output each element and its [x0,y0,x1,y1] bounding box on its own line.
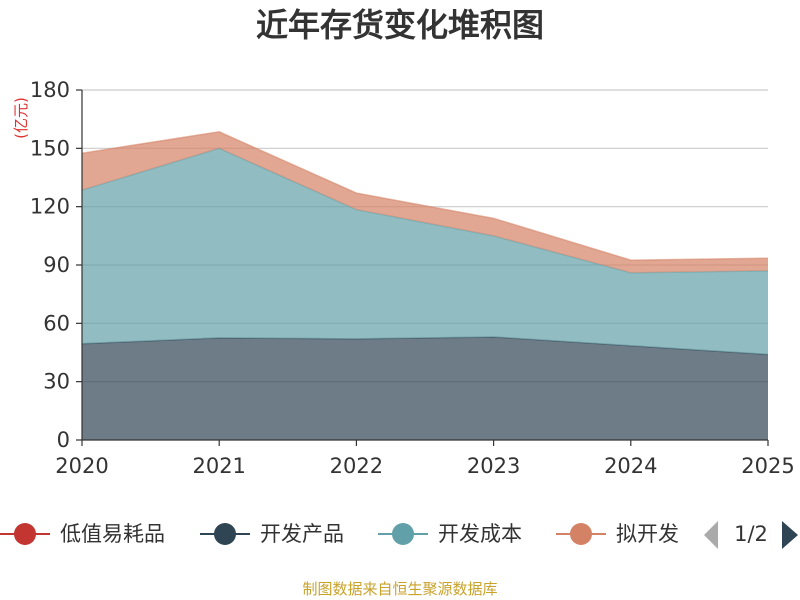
y-axis-unit: (亿元) [12,97,30,139]
y-tick-label: 30 [43,370,70,394]
legend-item-1[interactable]: 低值易耗品 [0,522,165,546]
legend-dot-icon [14,523,36,545]
legend-dot-icon [214,523,236,545]
y-tick-label: 0 [57,428,70,452]
legend[interactable]: 低值易耗品 开发产品 开发成本 拟开发 1/2 [0,521,798,549]
x-tick-label: 2023 [467,454,520,478]
chart-title: 近年存货变化堆积图 [256,6,544,44]
area-3 [82,148,768,355]
x-tick-label: 2024 [604,454,657,478]
area-series [81,131,769,440]
y-tick-label: 90 [43,253,70,277]
y-tick-label: 180 [30,78,70,102]
legend-item-3[interactable]: 开发成本 [378,522,522,546]
x-tick-label: 2025 [741,454,794,478]
x-tick-label: 2021 [192,454,245,478]
axes: 0 30 60 90 120 150 180 2020 2021 2022 2023 2024 2025 [30,78,795,478]
legend-item-2[interactable]: 开发产品 [200,522,344,546]
legend-label: 开发成本 [438,522,522,546]
area-2 [82,336,768,440]
x-tick-label: 2020 [55,454,108,478]
legend-label: 低值易耗品 [60,522,165,546]
x-tick-label: 2022 [330,454,383,478]
legend-label: 开发产品 [260,522,344,546]
area-4 [82,131,768,273]
legend-prev-icon[interactable] [704,521,718,549]
legend-dot-icon [392,523,414,545]
y-tick-label: 120 [30,195,70,219]
legend-page-indicator: 1/2 [734,522,768,546]
y-tick-label: 150 [30,136,70,160]
y-tick-label: 60 [43,311,70,335]
data-source-note: 制图数据来自恒生聚源数据库 [302,580,497,598]
legend-items: 低值易耗品 开发产品 开发成本 拟开发 [0,522,679,546]
legend-dot-icon [570,523,592,545]
legend-item-4[interactable]: 拟开发 [556,522,679,546]
area-edge-4 [81,131,769,261]
legend-label: 拟开发 [616,522,679,546]
legend-next-icon[interactable] [782,521,798,549]
